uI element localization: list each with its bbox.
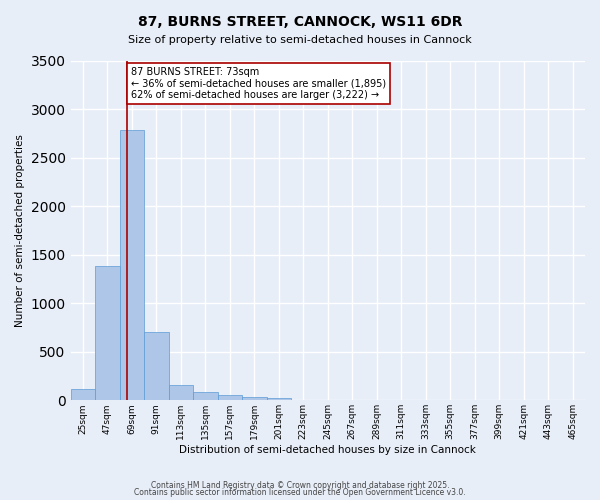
X-axis label: Distribution of semi-detached houses by size in Cannock: Distribution of semi-detached houses by … [179, 445, 476, 455]
Text: 87 BURNS STREET: 73sqm
← 36% of semi-detached houses are smaller (1,895)
62% of : 87 BURNS STREET: 73sqm ← 36% of semi-det… [131, 68, 386, 100]
Text: Size of property relative to semi-detached houses in Cannock: Size of property relative to semi-detach… [128, 35, 472, 45]
Bar [242, 398, 266, 400]
Bar [193, 392, 218, 400]
Bar [71, 388, 95, 400]
Bar [119, 130, 144, 400]
Bar [144, 332, 169, 400]
Text: Contains public sector information licensed under the Open Government Licence v3: Contains public sector information licen… [134, 488, 466, 497]
Bar [266, 398, 291, 400]
Bar [218, 396, 242, 400]
Text: 87, BURNS STREET, CANNOCK, WS11 6DR: 87, BURNS STREET, CANNOCK, WS11 6DR [138, 15, 462, 29]
Text: Contains HM Land Registry data © Crown copyright and database right 2025.: Contains HM Land Registry data © Crown c… [151, 480, 449, 490]
Y-axis label: Number of semi-detached properties: Number of semi-detached properties [15, 134, 25, 327]
Bar [95, 266, 119, 400]
Bar [169, 385, 193, 400]
